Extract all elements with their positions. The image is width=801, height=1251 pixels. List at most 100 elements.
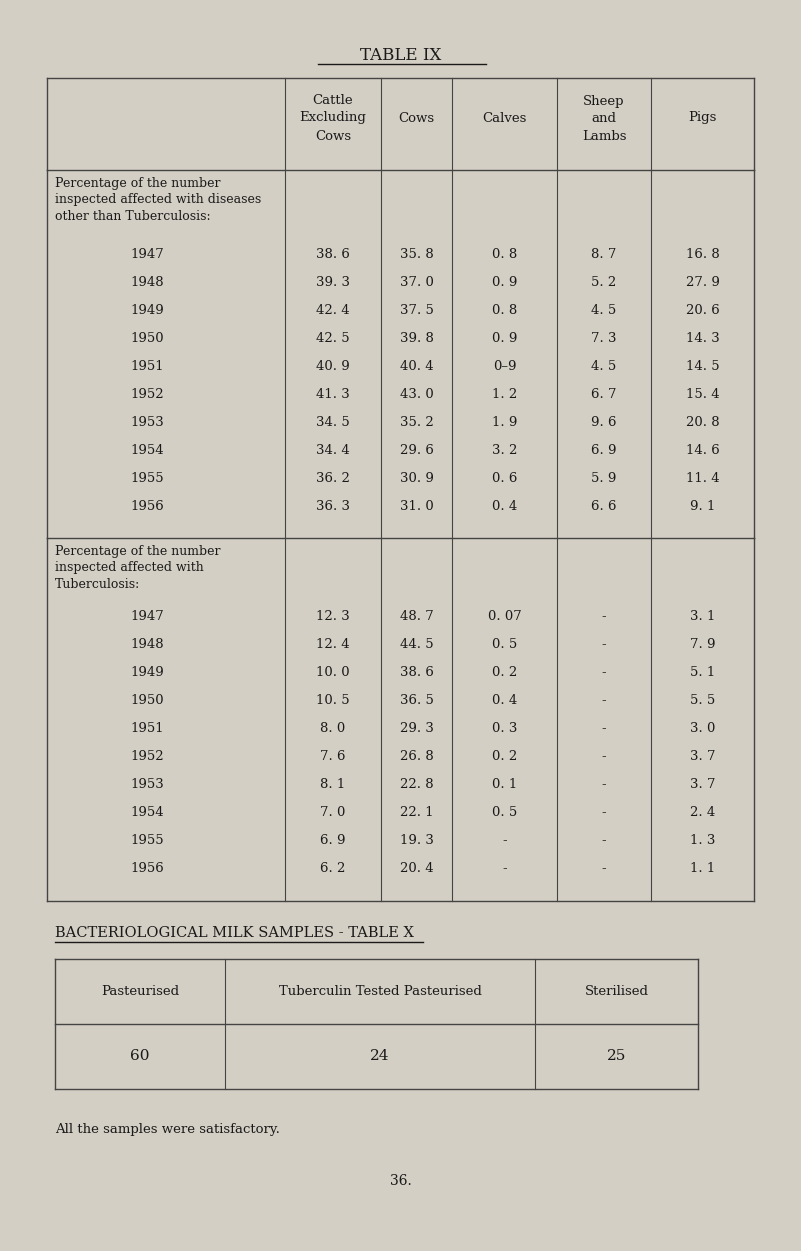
Text: 1947: 1947 bbox=[130, 248, 164, 260]
Text: 9. 1: 9. 1 bbox=[690, 499, 715, 513]
Text: 35. 8: 35. 8 bbox=[400, 248, 433, 260]
Text: 3. 2: 3. 2 bbox=[492, 444, 517, 457]
Text: 22. 8: 22. 8 bbox=[400, 778, 433, 792]
Text: 6. 6: 6. 6 bbox=[591, 499, 617, 513]
Text: 1953: 1953 bbox=[130, 415, 164, 429]
Text: 1. 9: 1. 9 bbox=[492, 415, 517, 429]
Text: All the samples were satisfactory.: All the samples were satisfactory. bbox=[55, 1122, 280, 1136]
Text: -: - bbox=[502, 834, 507, 847]
Text: 12. 4: 12. 4 bbox=[316, 638, 350, 652]
Text: -: - bbox=[602, 862, 606, 876]
Text: Cows: Cows bbox=[315, 130, 351, 143]
Text: Pasteurised: Pasteurised bbox=[101, 985, 179, 998]
Text: 4. 5: 4. 5 bbox=[591, 359, 617, 373]
Text: 1954: 1954 bbox=[131, 444, 164, 457]
Text: 1951: 1951 bbox=[131, 359, 164, 373]
Text: 6. 2: 6. 2 bbox=[320, 862, 346, 876]
Text: 41. 3: 41. 3 bbox=[316, 388, 350, 400]
Text: 0. 4: 0. 4 bbox=[492, 694, 517, 708]
Text: Calves: Calves bbox=[482, 111, 527, 125]
Text: 38. 6: 38. 6 bbox=[400, 667, 433, 679]
Text: -: - bbox=[602, 667, 606, 679]
Text: Lambs: Lambs bbox=[582, 130, 626, 143]
Text: 37. 5: 37. 5 bbox=[400, 304, 433, 317]
Text: 16. 8: 16. 8 bbox=[686, 248, 719, 260]
Text: inspected affected with diseases: inspected affected with diseases bbox=[55, 194, 261, 206]
Text: 29. 3: 29. 3 bbox=[400, 723, 433, 736]
Text: 26. 8: 26. 8 bbox=[400, 751, 433, 763]
Text: 1949: 1949 bbox=[130, 667, 164, 679]
Text: 14. 6: 14. 6 bbox=[686, 444, 719, 457]
Text: 1950: 1950 bbox=[131, 332, 164, 344]
Text: 5. 2: 5. 2 bbox=[591, 275, 617, 289]
Text: 34. 4: 34. 4 bbox=[316, 444, 350, 457]
Text: 1956: 1956 bbox=[130, 862, 164, 876]
Text: 1948: 1948 bbox=[131, 275, 164, 289]
Text: 15. 4: 15. 4 bbox=[686, 388, 719, 400]
Text: 12. 3: 12. 3 bbox=[316, 610, 350, 623]
Text: 3. 7: 3. 7 bbox=[690, 751, 715, 763]
Text: Sterilised: Sterilised bbox=[585, 985, 649, 998]
Text: 35. 2: 35. 2 bbox=[400, 415, 433, 429]
Text: 7. 9: 7. 9 bbox=[690, 638, 715, 652]
Text: Percentage of the number: Percentage of the number bbox=[55, 178, 220, 190]
Text: 1. 1: 1. 1 bbox=[690, 862, 715, 876]
Text: 1950: 1950 bbox=[131, 694, 164, 708]
Text: 0. 1: 0. 1 bbox=[492, 778, 517, 792]
Text: Percentage of the number: Percentage of the number bbox=[55, 545, 220, 558]
Text: Cattle: Cattle bbox=[312, 94, 353, 106]
Text: 0. 5: 0. 5 bbox=[492, 807, 517, 819]
Text: 0. 07: 0. 07 bbox=[488, 610, 521, 623]
Text: 25: 25 bbox=[607, 1050, 626, 1063]
Text: 0. 6: 0. 6 bbox=[492, 472, 517, 484]
Text: 37. 0: 37. 0 bbox=[400, 275, 433, 289]
Text: 6. 9: 6. 9 bbox=[320, 834, 346, 847]
Text: 29. 6: 29. 6 bbox=[400, 444, 433, 457]
Text: 9. 6: 9. 6 bbox=[591, 415, 617, 429]
Text: 6. 9: 6. 9 bbox=[591, 444, 617, 457]
Text: Pigs: Pigs bbox=[688, 111, 717, 125]
Text: 1947: 1947 bbox=[130, 610, 164, 623]
Text: -: - bbox=[602, 723, 606, 736]
Text: 0. 2: 0. 2 bbox=[492, 751, 517, 763]
Text: -: - bbox=[602, 638, 606, 652]
Text: 36. 3: 36. 3 bbox=[316, 499, 350, 513]
Text: 40. 4: 40. 4 bbox=[400, 359, 433, 373]
Text: 3. 0: 3. 0 bbox=[690, 723, 715, 736]
Text: 0. 8: 0. 8 bbox=[492, 304, 517, 317]
Text: 30. 9: 30. 9 bbox=[400, 472, 433, 484]
Text: 1. 2: 1. 2 bbox=[492, 388, 517, 400]
Text: 36. 2: 36. 2 bbox=[316, 472, 350, 484]
Text: 6. 7: 6. 7 bbox=[591, 388, 617, 400]
Text: 36. 5: 36. 5 bbox=[400, 694, 433, 708]
Text: 48. 7: 48. 7 bbox=[400, 610, 433, 623]
Text: 1955: 1955 bbox=[131, 834, 164, 847]
Text: 34. 5: 34. 5 bbox=[316, 415, 350, 429]
Text: -: - bbox=[602, 610, 606, 623]
Text: 1. 3: 1. 3 bbox=[690, 834, 715, 847]
Text: -: - bbox=[602, 807, 606, 819]
Text: 7. 6: 7. 6 bbox=[320, 751, 346, 763]
Text: -: - bbox=[602, 778, 606, 792]
Text: 43. 0: 43. 0 bbox=[400, 388, 433, 400]
Text: 42. 5: 42. 5 bbox=[316, 332, 350, 344]
Text: 1956: 1956 bbox=[130, 499, 164, 513]
Text: 8. 1: 8. 1 bbox=[320, 778, 345, 792]
Text: 39. 8: 39. 8 bbox=[400, 332, 433, 344]
Text: 1953: 1953 bbox=[130, 778, 164, 792]
Text: 1952: 1952 bbox=[131, 388, 164, 400]
Text: 1954: 1954 bbox=[131, 807, 164, 819]
Text: and: and bbox=[591, 113, 617, 125]
Text: 0. 5: 0. 5 bbox=[492, 638, 517, 652]
Text: 38. 6: 38. 6 bbox=[316, 248, 350, 260]
Text: 0. 2: 0. 2 bbox=[492, 667, 517, 679]
Text: 1949: 1949 bbox=[130, 304, 164, 317]
Text: 27. 9: 27. 9 bbox=[686, 275, 719, 289]
Text: 0. 4: 0. 4 bbox=[492, 499, 517, 513]
Text: 4. 5: 4. 5 bbox=[591, 304, 617, 317]
Text: 5. 5: 5. 5 bbox=[690, 694, 715, 708]
Text: 2. 4: 2. 4 bbox=[690, 807, 715, 819]
Text: 1955: 1955 bbox=[131, 472, 164, 484]
Text: 39. 3: 39. 3 bbox=[316, 275, 350, 289]
Text: -: - bbox=[602, 694, 606, 708]
